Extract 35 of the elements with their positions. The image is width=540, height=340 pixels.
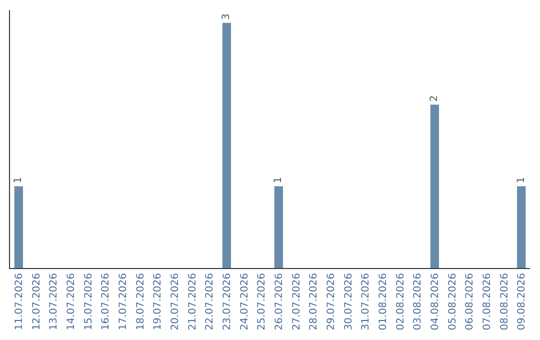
- x-tick-label: 06.08.2026: [464, 273, 476, 330]
- x-tick-label: 27.07.2026: [291, 273, 302, 330]
- x-tick-label: 05.08.2026: [447, 273, 458, 330]
- x-tick-label: 24.07.2026: [239, 273, 250, 330]
- x-tick-label: 09.08.2026: [516, 273, 528, 330]
- x-tick-label: 28.07.2026: [308, 273, 320, 330]
- x-tick-label: 01.08.2026: [378, 273, 389, 330]
- x-tick-label: 03.08.2026: [412, 273, 424, 330]
- x-tick-label: 20.07.2026: [170, 273, 181, 330]
- x-tick-label: 12.07.2026: [31, 273, 42, 330]
- data-label: 1: [273, 176, 284, 184]
- x-tick-label: 19.07.2026: [152, 273, 164, 330]
- x-tick-label: 17.07.2026: [118, 273, 129, 330]
- x-tick-label: 31.07.2026: [360, 273, 372, 330]
- x-tick-label: 11.07.2026: [14, 273, 25, 330]
- x-tick-label: 13.07.2026: [48, 273, 60, 330]
- x-tick-label: 22.07.2026: [204, 273, 216, 330]
- x-tick-label: 23.07.2026: [222, 273, 233, 330]
- data-label: 1: [516, 176, 527, 184]
- x-tick-label: 15.07.2026: [83, 273, 94, 330]
- x-tick-label: 07.08.2026: [482, 273, 493, 330]
- x-tick-label: 18.07.2026: [135, 273, 146, 330]
- x-tick-label: 29.07.2026: [326, 273, 337, 330]
- x-tick-label: 08.08.2026: [499, 273, 510, 330]
- x-tick-label: 25.07.2026: [256, 273, 268, 330]
- x-tick-label: 14.07.2026: [66, 273, 77, 330]
- data-label: 3: [221, 14, 232, 20]
- data-label: 2: [429, 95, 440, 102]
- x-tick-label: 16.07.2026: [100, 273, 112, 330]
- x-tick-label: 21.07.2026: [187, 273, 198, 330]
- x-tick-label: 02.08.2026: [395, 273, 406, 330]
- x-tick-label: 26.07.2026: [274, 273, 285, 330]
- x-tick-label: 04.08.2026: [430, 273, 441, 330]
- x-tick-label: 30.07.2026: [343, 273, 354, 330]
- data-label: 1: [13, 176, 24, 184]
